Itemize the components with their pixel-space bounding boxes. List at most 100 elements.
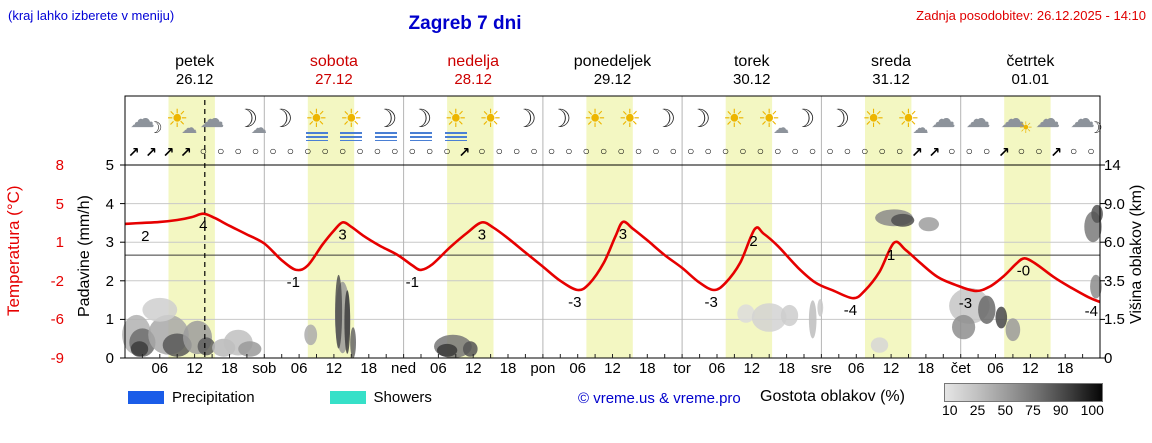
cloud-height-tick: 0 xyxy=(1104,350,1113,367)
sun-cloud-icon: ☀ ☁ xyxy=(753,100,789,138)
temp-value-label: 3 xyxy=(478,226,486,243)
cloud-blob xyxy=(238,341,262,357)
day-abbrev-label: pon xyxy=(530,360,556,377)
calm-circle-icon: ○ xyxy=(530,144,538,158)
day-icon-group: ☁ ☁ ☀ ☁ ☁ ☽ xyxy=(961,97,1103,141)
icon-glyph: ☁ xyxy=(1035,104,1061,133)
icon-glyph: ☀ xyxy=(618,104,642,133)
temp-value-label: 1 xyxy=(887,247,895,264)
icon-glyph: ☽ xyxy=(688,104,711,133)
icon-glyph: ☁ xyxy=(129,104,155,133)
day-abbrev-label: čet xyxy=(950,360,971,377)
icon-glyph: ☀ xyxy=(897,104,920,133)
cloud-moon-icon: ☁ ☽ xyxy=(1067,100,1103,138)
density-tick: 10 xyxy=(942,402,958,418)
time-label: 18 xyxy=(221,360,238,377)
cloud-blob xyxy=(350,327,356,358)
precipitation-tick: 0 xyxy=(105,350,114,367)
day-icon-group: ☽ ☀ ☀ ☽ xyxy=(543,97,682,141)
calm-circle-icon: ○ xyxy=(269,144,277,158)
cloud-height-axis-label: Višina oblakov (km) xyxy=(1128,184,1145,324)
icon-glyph: ☀ xyxy=(166,104,189,133)
calm-circle-icon: ○ xyxy=(721,144,730,158)
wind-row: ↗ ↗ ↗ ↗ ○ ○ ○ ○ ○ ○ ○ ○ ○ ○ ○ ○ ○ ○ ○ ↗ ○ ○ ○ ○ ○ ○ ○ ○ ○ ○ ○ ○ ○ ○ ○ ○ ○ ○ ○ ○… xyxy=(125,144,1100,161)
icon-glyph: ☽ xyxy=(514,104,537,133)
precipitation-tick: 1 xyxy=(105,311,114,329)
temp-value-label: -0 xyxy=(1017,262,1030,279)
temp-value-label: -1 xyxy=(406,274,419,291)
day-name: nedelja xyxy=(447,53,499,70)
density-tick: 100 xyxy=(1080,402,1104,418)
day-date: 26.12 xyxy=(175,71,214,89)
moon-cloud-icon: ☽ ☁ xyxy=(231,100,267,138)
calm-circle-icon: ○ xyxy=(634,144,643,158)
cloud-blob xyxy=(918,217,939,232)
day-abbrev-label: sob xyxy=(252,360,277,377)
day-name: sobota xyxy=(309,53,358,70)
calm-circle-icon: ○ xyxy=(861,144,869,158)
calm-circle-icon: ○ xyxy=(443,144,451,158)
cloud-blob xyxy=(1091,204,1103,223)
temperature-curve xyxy=(124,212,1101,304)
icon-glyph: ☀ xyxy=(305,104,328,133)
calm-circle-icon: ○ xyxy=(251,144,260,158)
calm-circle-icon: ○ xyxy=(1017,144,1026,158)
icon-glyph: ☁ xyxy=(1070,104,1096,133)
calm-circle-icon: ○ xyxy=(478,144,486,158)
calm-circle-icon: ○ xyxy=(843,144,851,158)
temperature-tick: -9 xyxy=(50,350,64,367)
calm-circle-icon: ○ xyxy=(878,144,886,158)
calm-circle-icon: ○ xyxy=(304,144,312,158)
calm-circle-icon: ○ xyxy=(791,144,799,158)
cloud-blob xyxy=(130,341,149,357)
wind-barb-icon: ↗ xyxy=(1050,144,1063,160)
day-header: petek 26.12 xyxy=(125,52,264,89)
cloud-blob xyxy=(751,303,787,332)
time-label: 18 xyxy=(1056,360,1074,377)
calm-circle-icon: ○ xyxy=(321,144,329,158)
calm-circle-icon: ○ xyxy=(356,144,364,158)
rain-lines-icon xyxy=(305,132,328,141)
sun-icon: ☀ xyxy=(614,100,646,138)
cloud-blob xyxy=(995,306,1008,329)
cloud-blob xyxy=(870,337,889,353)
day-date: 31.12 xyxy=(872,71,910,89)
wind-barb-icon: ↗ xyxy=(162,144,175,160)
temp-value-label: 3 xyxy=(338,226,346,243)
icon-glyph: ☽ xyxy=(409,104,433,133)
day-header: ponedeljek 29.12 xyxy=(543,52,682,89)
calm-circle-icon: ○ xyxy=(513,144,521,158)
icon-glyph: ☽ xyxy=(549,104,572,133)
time-label: 06 xyxy=(151,360,169,377)
day-abbrev-label: tor xyxy=(673,360,691,377)
calm-circle-icon: ○ xyxy=(617,144,625,158)
menu-hint: (kraj lahko izberete v meniju) xyxy=(8,8,175,23)
time-label: 12 xyxy=(186,360,203,377)
credit-link[interactable]: © vreme.us & vreme.pro xyxy=(578,390,741,407)
icon-glyph: ☁ xyxy=(965,104,991,133)
day-header: nedelja 28.12 xyxy=(404,52,543,89)
day-icon-group: ☁ ☽ ☀ ☁ ☁ ☽ ☁ xyxy=(125,97,267,141)
moon-rain-icon: ☽ xyxy=(370,100,402,141)
calm-circle-icon: ○ xyxy=(982,144,991,158)
day-abbrev-label: ned xyxy=(391,360,417,377)
wind-barb-icon: ↗ xyxy=(180,144,192,160)
cloud-icon: ☁ xyxy=(196,100,228,138)
day-name: petek xyxy=(175,53,215,70)
icon-glyph: ☁ xyxy=(930,104,956,133)
legend: Precipitation Showers xyxy=(128,389,432,406)
calm-circle-icon: ○ xyxy=(756,144,764,158)
calm-circle-icon: ○ xyxy=(338,144,347,158)
cloud-density-label: Gostota oblakov (%) xyxy=(760,388,905,405)
temp-value-label: -3 xyxy=(568,294,581,311)
day-band xyxy=(168,96,215,358)
day-icon-group: ☽ ☀ ☀ ☁ ☁ xyxy=(821,97,960,141)
calm-circle-icon: ○ xyxy=(739,144,747,158)
icon-glyph-secondary: ☽ xyxy=(1088,120,1103,137)
time-label: 06 xyxy=(847,360,865,377)
wind-barb-icon: ↗ xyxy=(998,144,1010,160)
calm-circle-icon: ○ xyxy=(826,144,834,158)
calm-circle-icon: ○ xyxy=(1087,144,1095,158)
temperature-axis-label: Temperatura (°C) xyxy=(4,185,23,317)
icon-glyph: ☀ xyxy=(757,104,781,133)
